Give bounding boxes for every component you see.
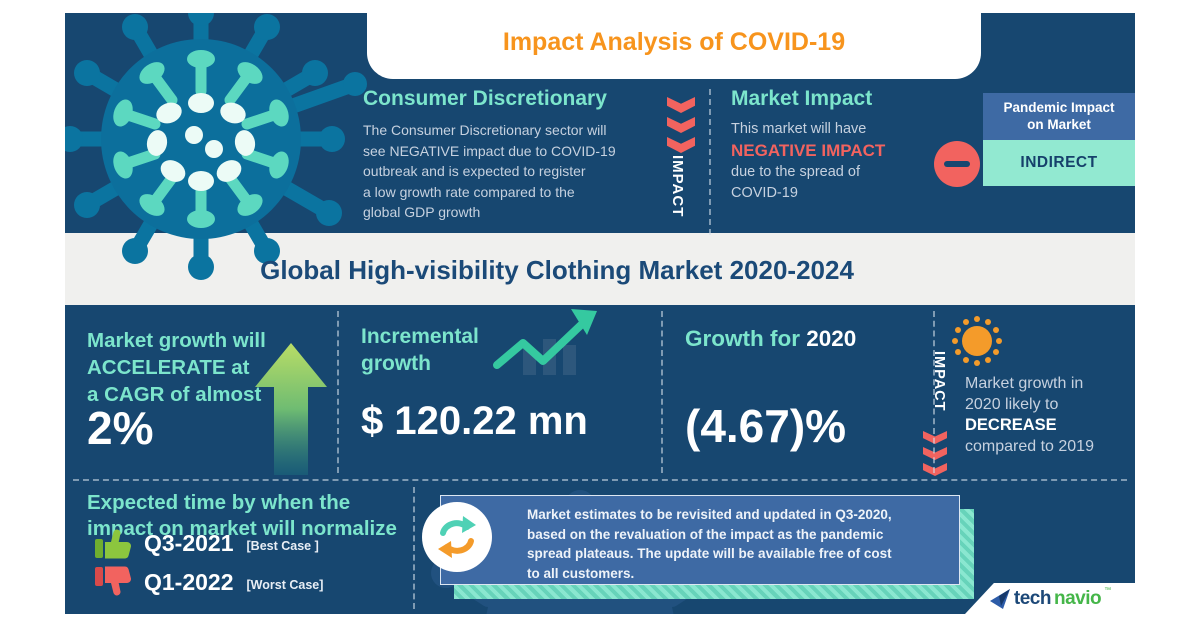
- thumbs-up-icon: [95, 529, 131, 559]
- content-canvas: Impact Analysis of COVID-19 Consumer Dis…: [65, 13, 1135, 614]
- indirect-value-box: INDIRECT: [983, 140, 1135, 186]
- pandemic-impact-label: on Market: [1027, 116, 1091, 132]
- market-title: Global High-visibility Clothing Market 2…: [260, 255, 854, 285]
- impact-2020-statement: Market growth in 2020 likely to DECREASE…: [965, 373, 1135, 457]
- decrease-label: DECREASE: [965, 416, 1057, 434]
- note-line: to all customers.: [527, 565, 635, 581]
- negative-impact-label: NEGATIVE IMPACT: [731, 141, 886, 160]
- market-impact-heading: Market Impact: [731, 87, 873, 110]
- best-case-label: [Best Case ]: [246, 538, 319, 553]
- coronavirus-illustration-icon: [65, 13, 367, 280]
- orange-virus-icon: [952, 316, 1002, 366]
- normalize-heading-line: impact on market will normalize: [87, 517, 397, 540]
- chevron-down-icon: [923, 431, 947, 444]
- market-impact-section: Market Impact This market will have NEGA…: [731, 87, 943, 204]
- consumer-discretionary-section: Consumer Discretionary The Consumer Disc…: [363, 87, 667, 223]
- worst-case-row: Q1-2022 [Worst Case]: [95, 566, 323, 598]
- growth-2020-heading: Growth for 2020: [685, 325, 856, 352]
- technavio-arrow-icon: [989, 588, 1010, 609]
- chevron-down-icon: [923, 447, 947, 460]
- normalize-heading-line: Expected time by when the: [87, 491, 351, 514]
- pandemic-impact-label: Pandemic Impact: [1003, 100, 1115, 115]
- chevron-down-icon: [667, 137, 695, 153]
- consumer-body-line: see NEGATIVE impact due to COVID-19: [363, 142, 616, 159]
- down-chevrons-icon: [667, 97, 695, 157]
- minus-bar-icon: [944, 161, 970, 167]
- cagr-line: Market growth will: [87, 329, 266, 352]
- page-title: Impact Analysis of COVID-19: [502, 28, 846, 56]
- chevron-down-icon: [667, 117, 695, 133]
- best-case-value: Q3-2021: [144, 529, 234, 556]
- growth-year-label: 2020: [806, 326, 857, 351]
- impact-vertical-label: IMPACT: [931, 351, 947, 412]
- impact-vertical-label: IMPACT: [669, 155, 686, 218]
- chevron-down-icon: [667, 97, 695, 113]
- dashed-divider: [337, 311, 339, 473]
- consumer-heading: Consumer Discretionary: [363, 87, 607, 110]
- best-case-row: Q3-2021 [Best Case ]: [95, 527, 319, 559]
- update-note-box: Market estimates to be revisited and upd…: [440, 495, 960, 585]
- note-line: Market estimates to be revisited and upd…: [527, 507, 892, 522]
- pandemic-impact-box: Pandemic Impact on Market: [983, 93, 1135, 140]
- growth-up-arrow-icon: [255, 343, 327, 475]
- dashed-divider: [933, 311, 935, 473]
- header-banner: Impact Analysis of COVID-19: [367, 13, 981, 79]
- cagr-value: 2%: [87, 402, 154, 454]
- trend-line-chart-icon: [493, 309, 597, 375]
- consumer-body-line: global GDP growth: [363, 204, 481, 220]
- incremental-growth-value: $ 120.22 mn: [361, 399, 588, 443]
- market-impact-line: This market will have: [731, 121, 867, 137]
- logo-text-tech: tech: [1013, 587, 1052, 609]
- market-title-band: [65, 233, 1135, 305]
- incremental-growth-heading: Incremental growth: [361, 323, 479, 377]
- technavio-logo-band: tech navio ™: [965, 583, 1135, 614]
- consumer-body-line: outbreak and is expected to register: [363, 163, 586, 179]
- down-chevrons-icon: [923, 431, 947, 479]
- note-line: spread plateaus. The update will be avai…: [527, 546, 892, 561]
- dashed-divider: [709, 89, 711, 235]
- note-line: based on the revaluation of the impact a…: [527, 526, 884, 542]
- no-entry-minus-icon: [934, 141, 980, 187]
- thumbs-down-icon: [95, 566, 131, 596]
- market-impact-line: COVID-19: [731, 185, 798, 201]
- dashed-horizontal-divider: [73, 479, 1127, 481]
- cagr-line: ACCELERATE at: [87, 356, 250, 379]
- refresh-arrows-icon: [422, 502, 492, 572]
- impact-2020-line: Market growth in: [965, 375, 1084, 392]
- impact-2020-line: compared to 2019: [965, 438, 1094, 455]
- market-impact-line: due to the spread of: [731, 164, 860, 180]
- logo-trademark: ™: [1104, 587, 1112, 594]
- consumer-body-line: The Consumer Discretionary sector will: [363, 122, 607, 138]
- chevron-down-icon: [923, 463, 947, 476]
- logo-text-navio: navio: [1053, 587, 1102, 609]
- growth-for-label: Growth for: [685, 326, 800, 351]
- worst-case-label: [Worst Case]: [246, 577, 324, 592]
- cagr-line: a CAGR of almost: [87, 383, 262, 406]
- growth-2020-value: (4.67)%: [685, 400, 847, 452]
- worst-case-value: Q1-2022: [144, 568, 234, 595]
- dashed-divider: [661, 311, 663, 473]
- cagr-statement: Market growth will ACCELERATE at a CAGR …: [87, 327, 266, 408]
- refresh-arrows-glyph: [438, 516, 476, 558]
- normalize-heading: Expected time by when the impact on mark…: [87, 490, 397, 542]
- incremental-line: growth: [361, 352, 431, 375]
- consumer-body-line: a low growth rate compared to the: [363, 183, 575, 200]
- dashed-divider: [413, 487, 415, 609]
- incremental-line: Incremental: [361, 325, 479, 348]
- impact-2020-line: 2020 likely to: [965, 396, 1059, 413]
